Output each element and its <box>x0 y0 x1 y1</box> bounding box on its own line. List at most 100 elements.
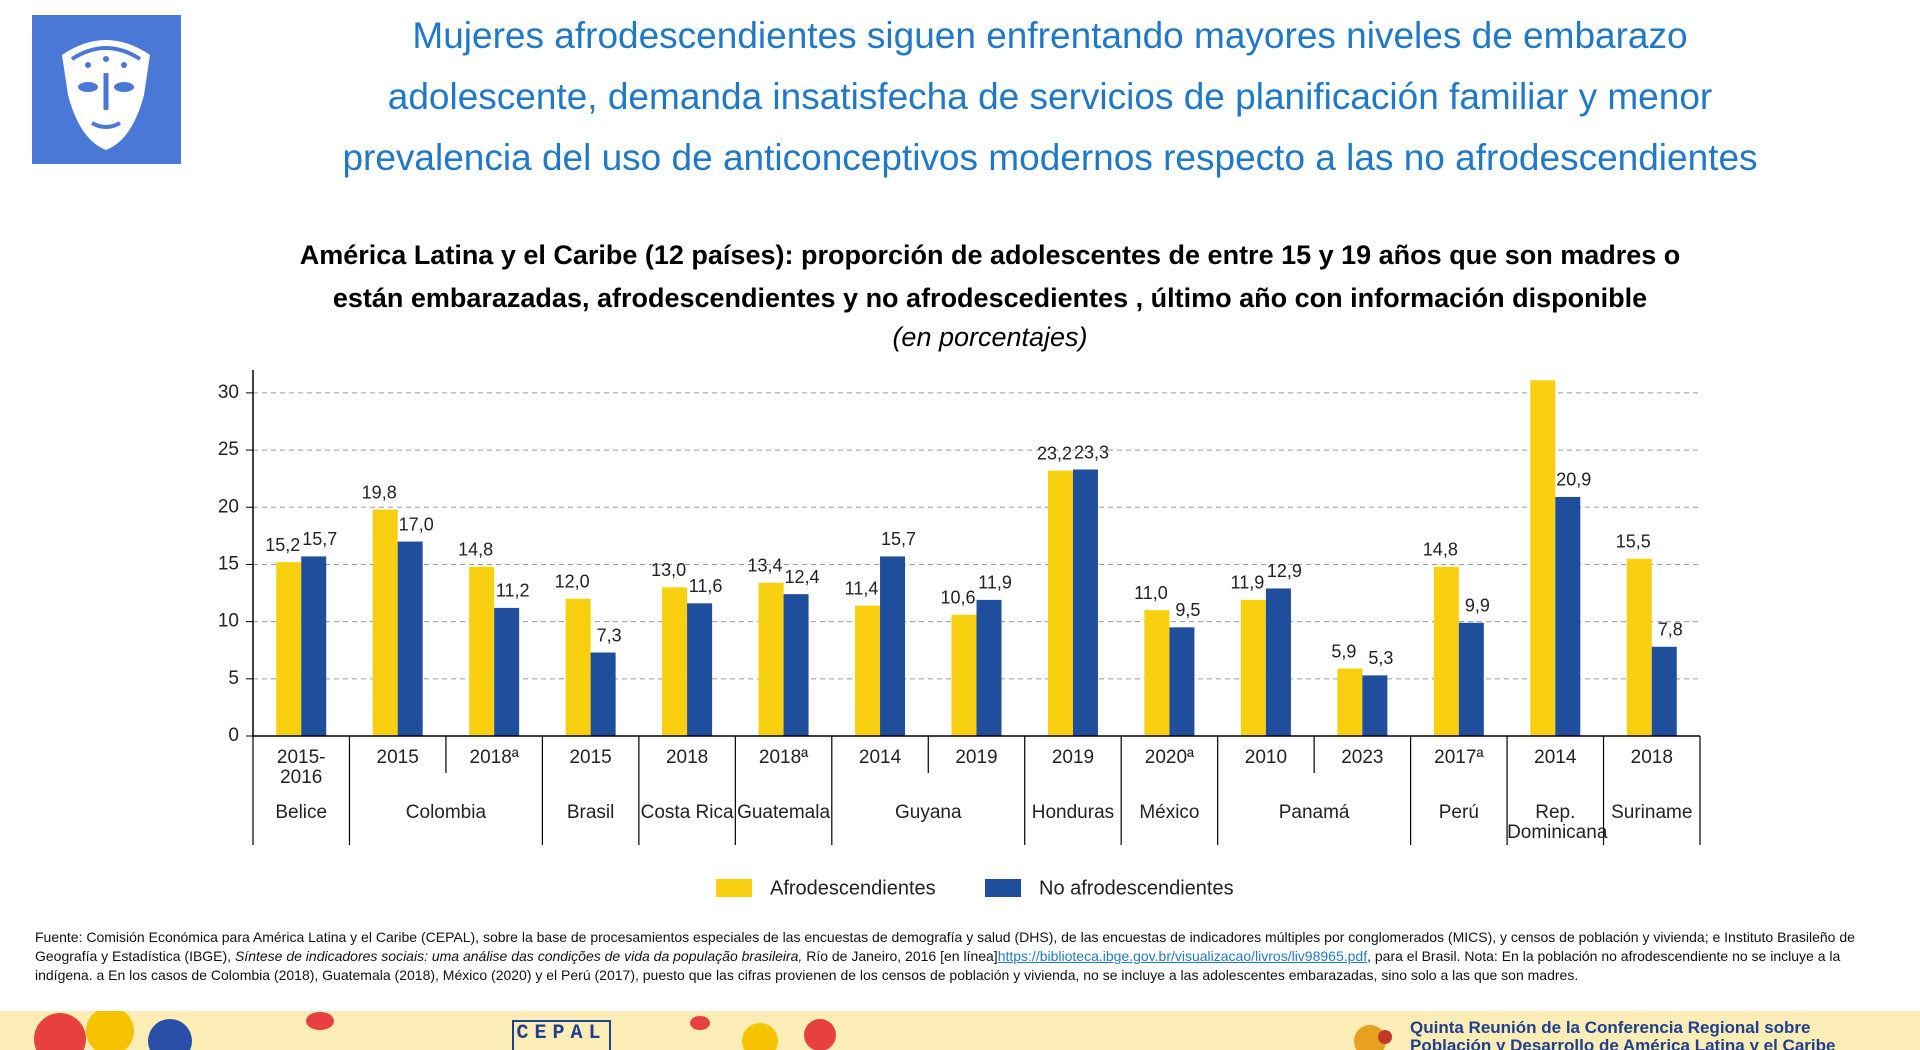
x-tick-label: 2015 <box>569 747 612 768</box>
value-label: 15,2 <box>265 535 300 555</box>
y-tick-label: 15 <box>218 553 239 574</box>
chart-title-line: América Latina y el Caribe (12 países): … <box>299 240 1681 270</box>
chart-subtitle: (en porcentajes) <box>892 322 1088 352</box>
value-label: 23,3 <box>1074 442 1109 462</box>
bar <box>590 652 616 736</box>
footer: CEPAL Quinta Reunión de la Conferencia R… <box>0 1011 1920 1050</box>
group-label: Guyana <box>894 802 962 823</box>
bar <box>372 509 398 736</box>
chart-title: América Latina y el Caribe (12 países): … <box>0 234 1920 320</box>
title-line: Mujeres afrodescendientes siguen enfrent… <box>412 15 1688 56</box>
bar <box>397 541 423 736</box>
x-tick-label: 2018ª <box>469 747 519 768</box>
value-label: 11,4 <box>845 578 879 598</box>
value-label: 11,6 <box>689 576 723 596</box>
value-label: 5,3 <box>1368 648 1393 668</box>
value-label: 11,0 <box>1134 583 1168 603</box>
bar <box>951 614 977 736</box>
group-label: Guatemala <box>737 802 831 823</box>
source-text: , para el Brasil. Nota: En la población … <box>35 948 1841 983</box>
value-label: 7,8 <box>1658 620 1683 640</box>
x-tick-label: 2017ª <box>1434 747 1484 768</box>
bar <box>494 607 520 736</box>
bar <box>1337 668 1363 736</box>
value-label: 12,4 <box>785 567 820 587</box>
y-tick-label: 30 <box>218 382 239 403</box>
value-label: 12,0 <box>555 572 590 592</box>
bar <box>758 582 784 736</box>
event-line: Quinta Reunión de la Conferencia Regiona… <box>1410 1018 1811 1037</box>
value-label: 10,6 <box>940 588 975 608</box>
bar <box>783 594 809 736</box>
bar <box>1169 627 1195 736</box>
value-label: 14,8 <box>1423 539 1458 559</box>
value-label: 11,2 <box>496 581 530 601</box>
bar <box>687 603 713 736</box>
bar <box>1047 470 1073 736</box>
slide-title: Mujeres afrodescendientes siguen enfrent… <box>190 5 1910 188</box>
plot: 0 5 10 15 20 25 30 15,2 19,8 14,8 12,0 13,0 13,4 11,4… <box>218 370 1701 899</box>
value-label: 20,9 <box>1556 470 1591 490</box>
bar <box>1626 558 1652 736</box>
y-tick-label: 20 <box>218 496 239 517</box>
bar <box>1240 599 1266 736</box>
group-label: Suriname <box>1611 802 1693 823</box>
event-line: Población y Desarrollo de América Latina… <box>1410 1036 1836 1050</box>
group-label: Colombia <box>405 802 487 823</box>
y-tick-label: 5 <box>228 668 239 689</box>
group-label: Brasil <box>566 802 615 823</box>
bar <box>1651 646 1677 736</box>
logo <box>32 15 181 164</box>
x-tick-label: 2018 <box>665 747 709 768</box>
legend-label: Afrodescendientes <box>770 877 936 899</box>
y-tick-label: 0 <box>228 725 239 746</box>
group-label: Rep. Dominicana <box>1507 802 1608 843</box>
bar <box>855 605 881 736</box>
x-tick-label: 2019 <box>955 747 998 768</box>
bar <box>276 562 302 736</box>
value-label: 7,3 <box>597 625 622 645</box>
legend-swatch <box>716 879 752 897</box>
chart-title-line: están embarazadas, afrodescendientes y n… <box>332 283 1648 313</box>
value-label: 15,7 <box>302 529 337 549</box>
x-tick-label: 2014 <box>1534 747 1577 768</box>
value-label: 17,0 <box>399 514 434 534</box>
source-link[interactable]: https://biblioteca.ibge.gov.br/visualiza… <box>997 948 1368 964</box>
footer-decor <box>34 1011 1392 1050</box>
event-name: Quinta Reunión de la Conferencia Regiona… <box>1410 1019 1835 1050</box>
bar <box>1072 469 1098 736</box>
group-label: Belice <box>275 802 328 823</box>
x-tick-label: 2019 <box>1051 747 1095 768</box>
cepal-logo: CEPAL <box>512 1020 611 1050</box>
group-label: México <box>1139 802 1200 823</box>
source-text: Fuente: Comisión Económica para América … <box>35 929 1855 964</box>
bar <box>880 556 906 736</box>
bar <box>976 599 1002 736</box>
x-tick-label: 2014 <box>858 747 902 768</box>
value-label: 13,0 <box>651 560 686 580</box>
x-tick-label: 2015-2016 <box>276 747 326 788</box>
x-tick-label: 2020ª <box>1144 747 1195 768</box>
value-label: 9,5 <box>1175 600 1200 620</box>
x-tick-label: 2010 <box>1244 747 1288 768</box>
source-text: Síntese de indicadores sociais: uma anál… <box>234 948 803 964</box>
source-text: Río de Janeiro, 2016 [en línea] <box>802 948 998 964</box>
y-tick-label: 25 <box>218 439 239 460</box>
bar <box>469 566 495 736</box>
bar <box>1530 380 1556 736</box>
bar <box>662 587 688 736</box>
value-label: 19,8 <box>362 482 397 502</box>
x-tick-label: 2015 <box>376 747 419 768</box>
bar <box>301 556 327 736</box>
group-label: Perú <box>1438 802 1479 823</box>
value-label: 9,9 <box>1465 596 1490 616</box>
value-label: 5,9 <box>1331 641 1356 661</box>
value-label: 11,9 <box>978 573 1012 593</box>
bar <box>1265 588 1291 736</box>
value-label: 11,9 <box>1231 573 1265 593</box>
group-label: Honduras <box>1031 802 1115 823</box>
bar <box>565 598 591 736</box>
title-line: adolescente, demanda insatisfecha de ser… <box>387 76 1713 117</box>
x-tick-label: 2023 <box>1341 747 1384 768</box>
bar <box>1362 675 1388 736</box>
